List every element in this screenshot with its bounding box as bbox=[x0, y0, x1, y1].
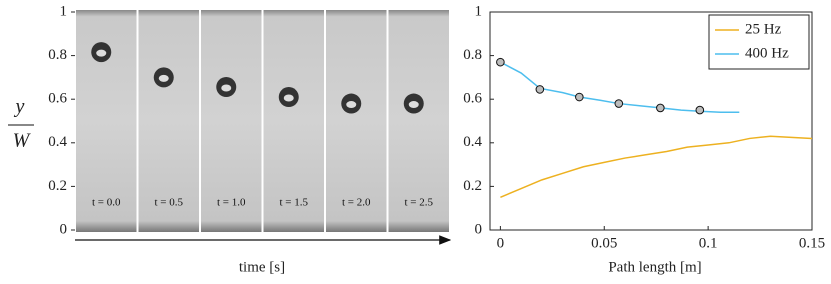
y-tick-label: 0.6 bbox=[463, 91, 482, 107]
y-tick-label: 0.8 bbox=[463, 47, 482, 63]
x-axis-label: time [s] bbox=[239, 259, 285, 275]
frame-label: t = 2.0 bbox=[342, 197, 371, 209]
frame-label: t = 1.5 bbox=[279, 197, 308, 209]
series-marker bbox=[656, 103, 665, 113]
image-frame bbox=[201, 10, 262, 232]
series-marker bbox=[575, 92, 584, 102]
legend-label: 25 Hz bbox=[745, 21, 782, 37]
bubble-highlight bbox=[408, 101, 419, 109]
y-axis-label-numerator: y bbox=[14, 96, 25, 118]
y-tick-label: 1 bbox=[60, 3, 68, 19]
y-tick-label: 0.2 bbox=[48, 178, 67, 194]
series-marker bbox=[695, 105, 705, 115]
x-tick-label: 0.1 bbox=[699, 235, 718, 251]
image-frame bbox=[326, 10, 387, 232]
image-frame bbox=[263, 10, 324, 232]
series-marker bbox=[535, 85, 545, 94]
legend-label: 400 Hz bbox=[745, 45, 789, 61]
bubble-highlight bbox=[96, 49, 107, 57]
y-tick-label: 0 bbox=[60, 221, 68, 237]
series-marker bbox=[614, 99, 624, 108]
x-tick-label: 0 bbox=[497, 235, 505, 251]
frame-label: t = 0.5 bbox=[154, 197, 183, 209]
frame-label: t = 0.0 bbox=[92, 197, 121, 209]
series-marker bbox=[496, 57, 505, 67]
y-tick-label: 0.4 bbox=[48, 134, 67, 150]
frame-label: t = 1.0 bbox=[217, 197, 246, 209]
x-tick-label: 0.15 bbox=[799, 235, 825, 251]
y-tick-label: 0.4 bbox=[463, 134, 482, 150]
series-line bbox=[500, 135, 813, 198]
y-tick-label: 0.2 bbox=[463, 178, 482, 194]
plot-frame bbox=[489, 11, 813, 231]
bubble-highlight bbox=[283, 94, 294, 102]
y-tick-label: 0.8 bbox=[48, 47, 67, 63]
y-axis-label-denominator: W bbox=[13, 130, 32, 152]
image-frame bbox=[388, 10, 449, 232]
legend-box bbox=[708, 14, 810, 70]
bubble-highlight bbox=[221, 84, 232, 92]
image-frame bbox=[138, 10, 199, 232]
frame-label: t = 2.5 bbox=[404, 197, 433, 209]
y-tick-label: 1 bbox=[475, 3, 483, 19]
y-tick-label: 0 bbox=[475, 221, 483, 237]
bubble-highlight bbox=[158, 74, 169, 82]
bubble-highlight bbox=[346, 101, 357, 109]
x-axis-label: Path length [m] bbox=[608, 259, 701, 275]
x-tick-label: 0.05 bbox=[591, 235, 617, 251]
y-tick-label: 0.6 bbox=[48, 91, 67, 107]
